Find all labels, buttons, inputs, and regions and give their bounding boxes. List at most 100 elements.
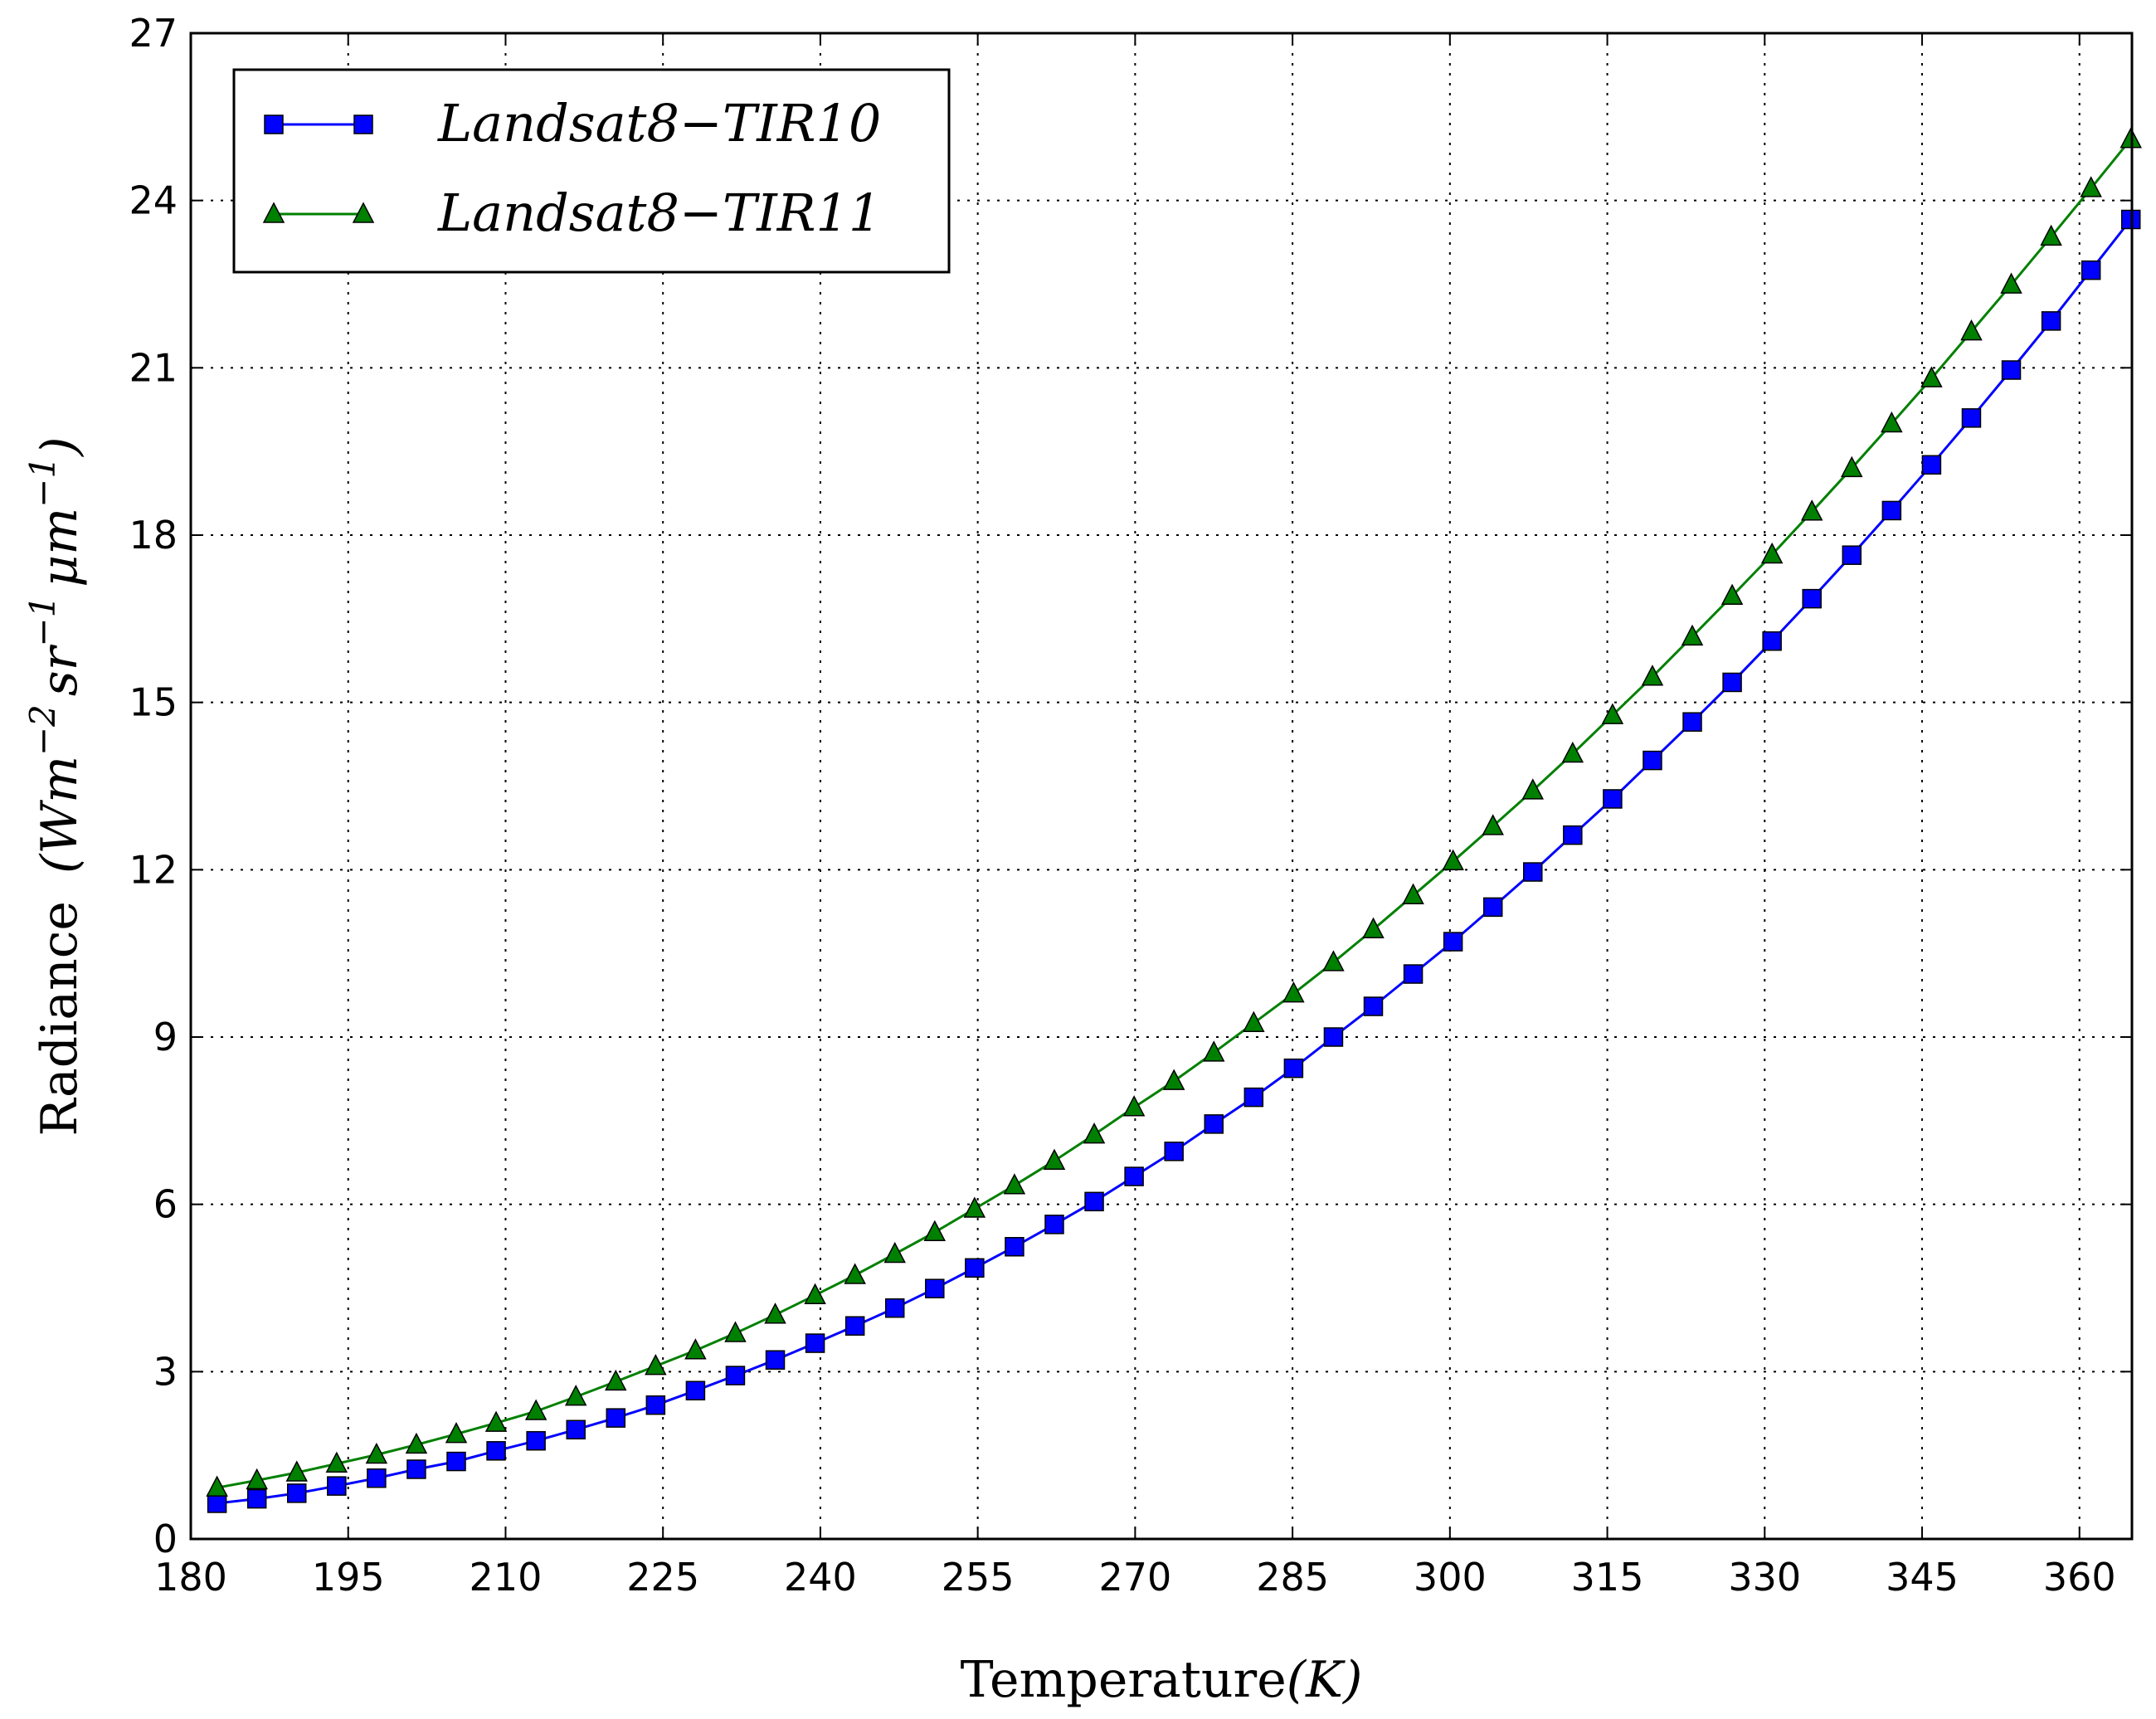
data-point-series-2 <box>1800 499 1823 521</box>
x-tick-label: 180 <box>154 1555 227 1600</box>
data-point-series-2 <box>1881 411 1903 433</box>
x-tick-label: 345 <box>1886 1555 1959 1600</box>
data-point-series-1 <box>2041 311 2061 331</box>
legend-box <box>232 68 951 274</box>
data-point-series-2 <box>605 1369 627 1391</box>
data-point-series-1 <box>1044 1215 1064 1234</box>
data-point-series-1 <box>1961 408 1982 428</box>
data-point-series-1 <box>1403 964 1424 984</box>
series-line-1 <box>217 218 2132 1505</box>
data-point-series-1 <box>925 1278 945 1298</box>
data-point-series-2 <box>764 1303 786 1324</box>
data-point-series-1 <box>844 1316 865 1336</box>
data-point-series-2 <box>2040 224 2062 246</box>
x-tick-label: 255 <box>942 1555 1015 1600</box>
y-tick-label: 12 <box>129 847 178 892</box>
data-point-series-2 <box>564 1384 587 1406</box>
y-tick-label: 6 <box>153 1182 178 1227</box>
data-point-series-1 <box>1722 672 1742 693</box>
data-point-series-1 <box>287 1483 307 1503</box>
x-tick-label: 360 <box>2043 1555 2116 1600</box>
data-point-series-2 <box>206 1475 228 1497</box>
data-point-series-2 <box>1681 624 1704 646</box>
data-point-series-1 <box>1563 825 1583 845</box>
x-axis-label: Temperature(K) <box>961 1651 1363 1709</box>
y-tick-label: 0 <box>153 1517 178 1561</box>
data-point-series-1 <box>1164 1142 1184 1161</box>
series-layer <box>206 127 2142 1513</box>
data-point-series-2 <box>1203 1040 1225 1062</box>
data-point-series-2 <box>923 1220 947 1242</box>
data-point-series-1 <box>1643 750 1662 771</box>
data-point-series-2 <box>963 1196 986 1218</box>
data-point-series-1 <box>685 1381 706 1400</box>
data-point-series-1 <box>566 1420 586 1439</box>
y-tick-label: 21 <box>129 345 178 390</box>
legend-entry-tir11: Landsat8−TIR11 <box>262 183 881 243</box>
data-point-series-2 <box>645 1353 667 1376</box>
data-point-series-2 <box>1841 455 1863 478</box>
y-tick-label: 3 <box>153 1349 178 1394</box>
ticks: 180 195 210 225 240 255 270 285 300 315 330 345 3600… <box>129 11 2132 1600</box>
data-point-series-2 <box>405 1432 428 1454</box>
series-line-2 <box>217 138 2132 1489</box>
legend-label-tir10: Landsat8−TIR10 <box>437 93 881 153</box>
data-point-series-2 <box>1243 1010 1265 1032</box>
data-point-series-1 <box>246 1488 267 1509</box>
data-point-series-2 <box>365 1442 388 1464</box>
data-point-series-2 <box>2080 176 2102 197</box>
y-tick-label: 18 <box>129 513 178 558</box>
data-point-series-1 <box>765 1350 786 1370</box>
y-tick-label: 9 <box>153 1015 178 1059</box>
y-tick-label: 24 <box>129 178 178 223</box>
data-point-series-1 <box>1881 500 1902 521</box>
legend-marker-triangle <box>352 202 375 223</box>
data-point-series-2 <box>2000 272 2022 294</box>
data-point-series-1 <box>1842 545 1862 565</box>
data-point-series-2 <box>1760 542 1784 564</box>
data-point-series-2 <box>325 1451 348 1473</box>
data-point-series-2 <box>724 1321 747 1342</box>
data-point-series-2 <box>804 1283 826 1304</box>
data-point-series-2 <box>1521 778 1544 800</box>
x-tick-label: 240 <box>784 1555 857 1600</box>
y-tick-label: 27 <box>129 11 178 56</box>
data-point-series-2 <box>1122 1095 1146 1117</box>
data-point-series-2 <box>1442 849 1464 870</box>
data-point-series-1 <box>327 1476 347 1496</box>
data-point-series-1 <box>2081 260 2101 280</box>
legend: Landsat8−TIR10 Landsat8−TIR11 <box>232 68 951 274</box>
data-point-series-1 <box>725 1366 746 1385</box>
data-point-series-2 <box>246 1468 268 1490</box>
data-point-series-1 <box>1363 996 1384 1016</box>
data-point-series-1 <box>446 1451 466 1472</box>
data-point-series-1 <box>606 1408 626 1428</box>
data-point-series-1 <box>207 1493 227 1513</box>
data-point-series-2 <box>1641 665 1664 686</box>
data-point-series-2 <box>484 1410 508 1432</box>
data-point-series-2 <box>1402 883 1424 905</box>
data-point-series-2 <box>1003 1173 1026 1195</box>
data-point-series-1 <box>1283 1058 1304 1079</box>
data-point-series-1 <box>805 1333 825 1353</box>
legend-entry-tir10: Landsat8−TIR10 <box>264 93 881 153</box>
data-point-series-2 <box>883 1241 906 1264</box>
plot-frame <box>189 32 2134 1541</box>
data-point-series-1 <box>1124 1166 1144 1186</box>
data-point-series-2 <box>1282 981 1305 1003</box>
x-tick-label: 225 <box>626 1555 699 1600</box>
legend-label-tir11: Landsat8−TIR11 <box>437 183 881 243</box>
data-point-series-2 <box>1920 366 1943 387</box>
data-point-series-1 <box>645 1395 666 1415</box>
data-point-series-1 <box>1323 1027 1344 1047</box>
data-point-series-1 <box>406 1459 426 1479</box>
data-point-series-1 <box>965 1258 985 1278</box>
data-point-series-1 <box>486 1441 506 1461</box>
legend-marker-square <box>264 114 284 134</box>
x-tick-label: 330 <box>1728 1555 1801 1600</box>
x-tick-label: 285 <box>1256 1555 1329 1600</box>
data-point-series-2 <box>1083 1122 1106 1144</box>
data-point-series-2 <box>1322 950 1345 972</box>
data-point-series-1 <box>526 1430 546 1451</box>
data-point-series-1 <box>1762 631 1782 651</box>
